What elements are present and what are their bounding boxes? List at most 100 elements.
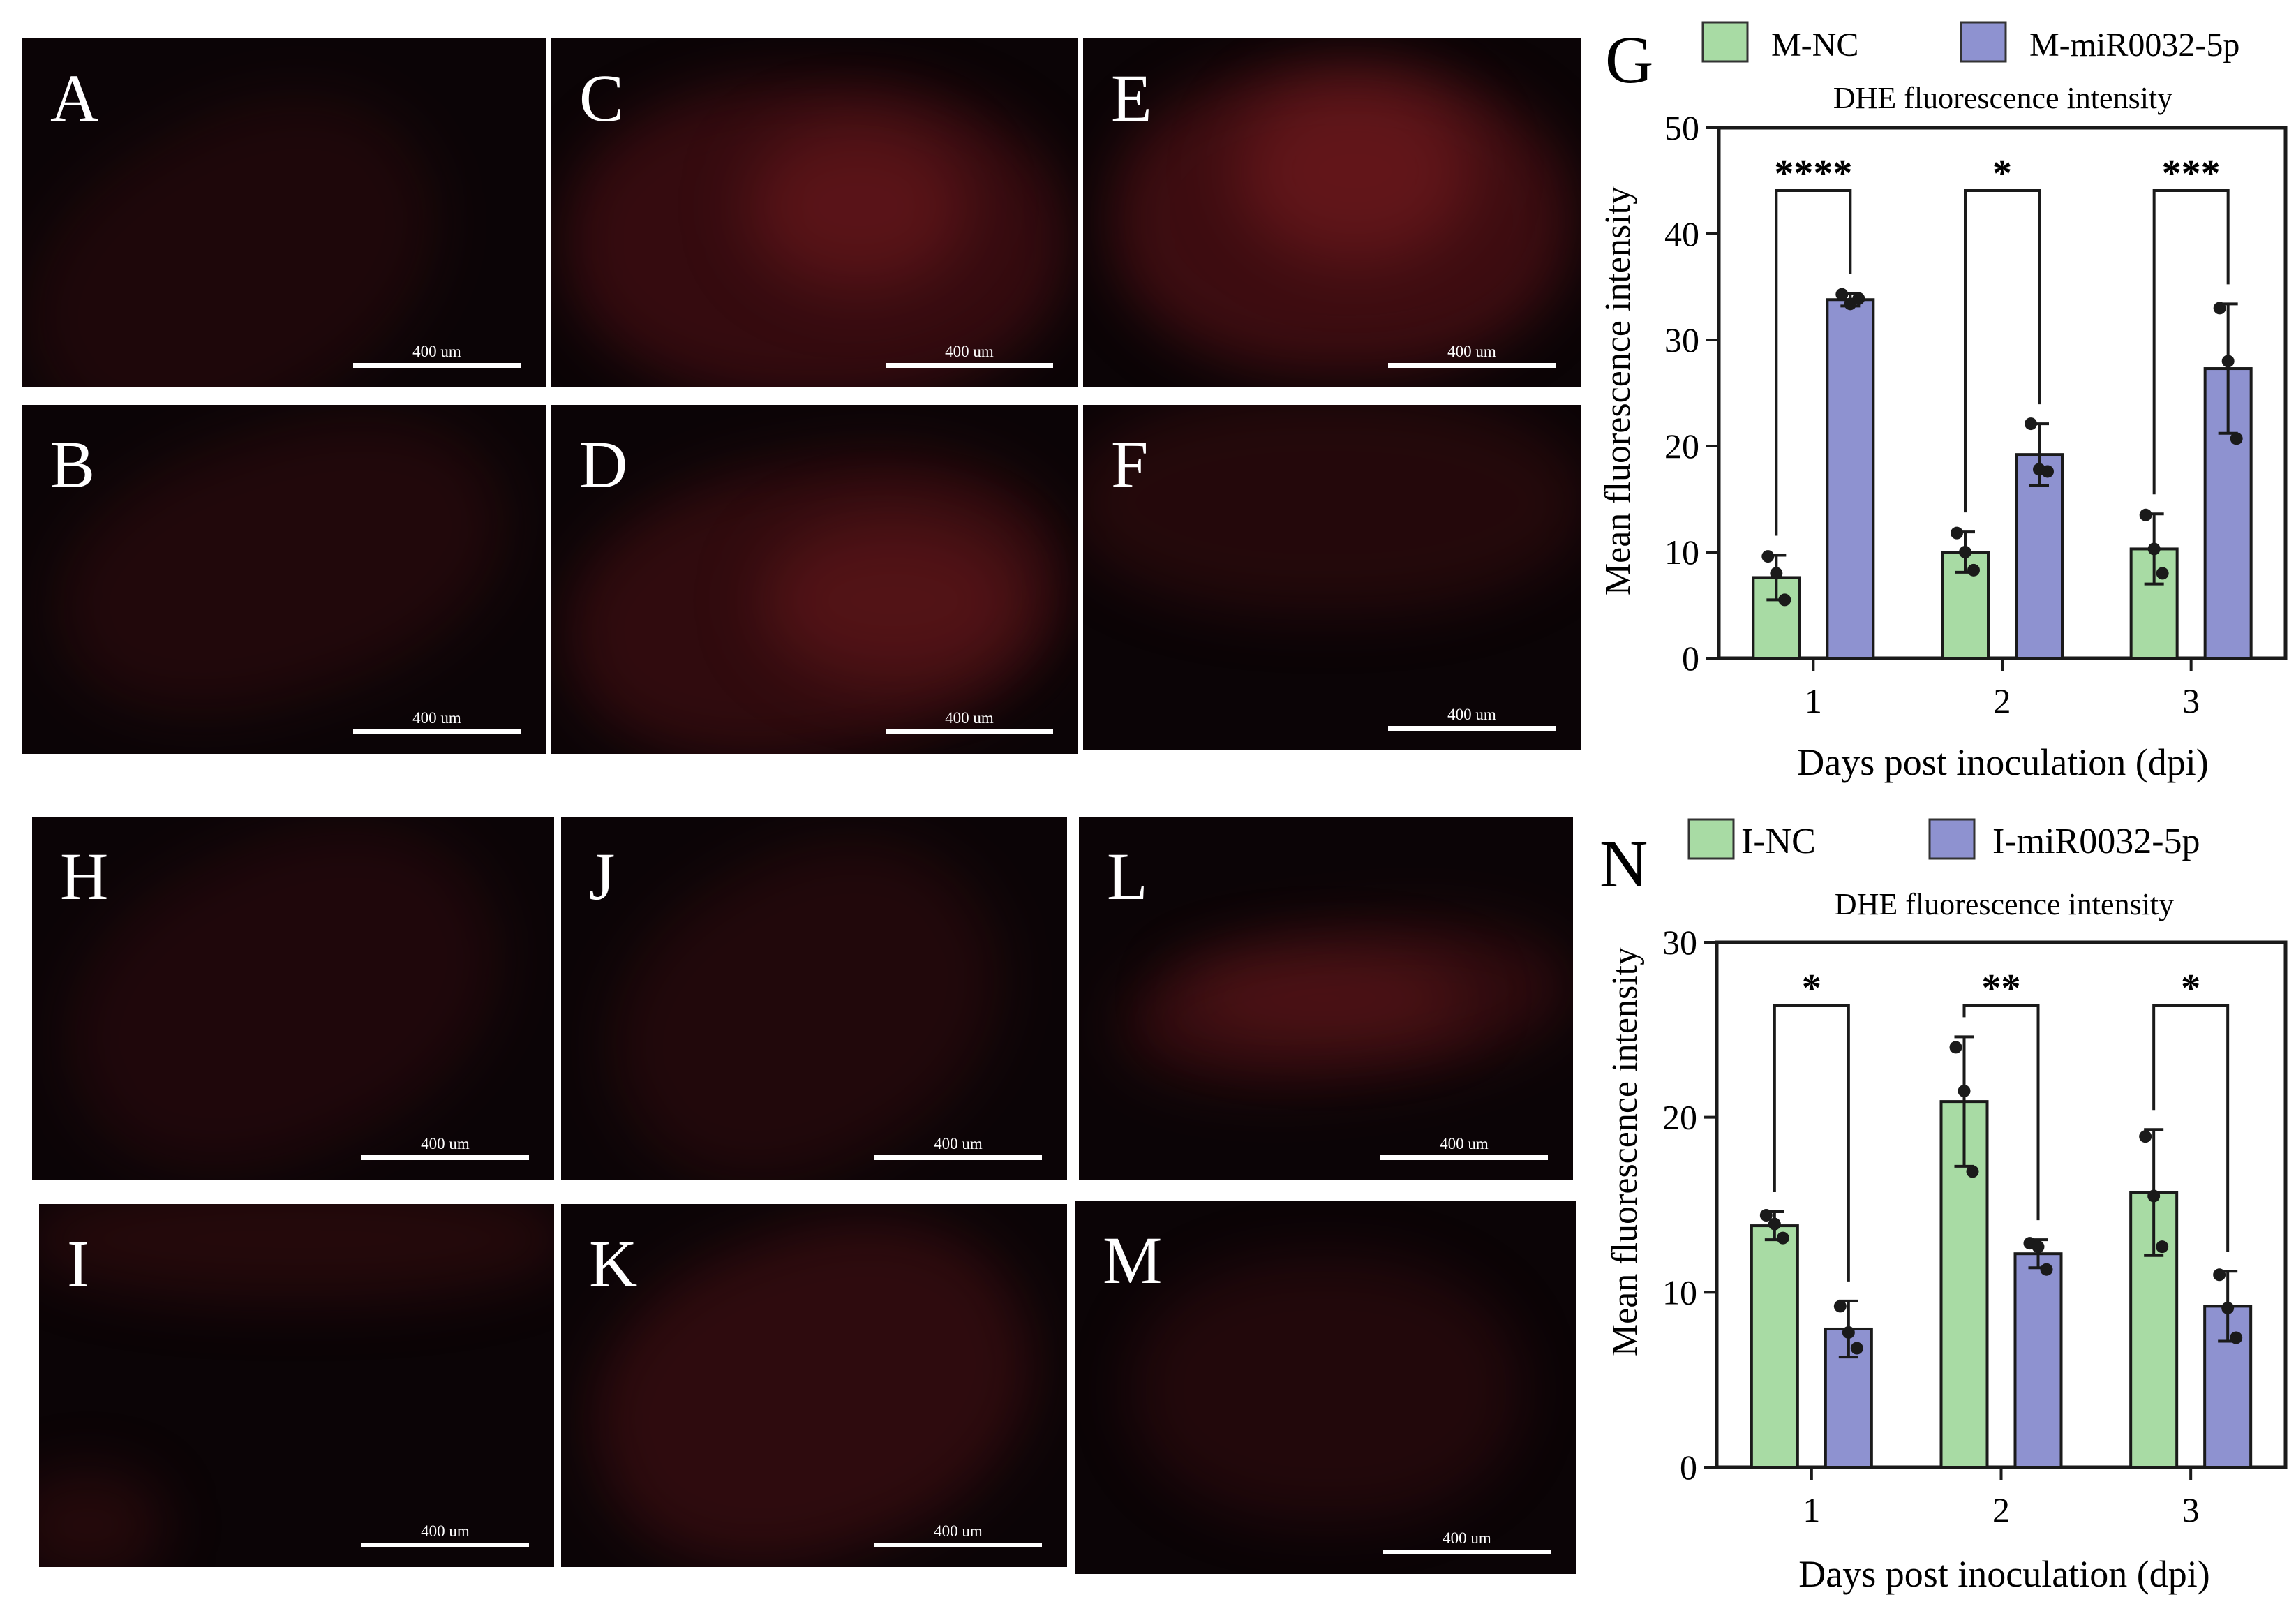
- micrograph-panel-d: D 400 um: [551, 405, 1078, 754]
- significance-stars: *: [2181, 967, 2200, 1010]
- data-point: [1949, 1041, 1962, 1054]
- micrograph-panel-m: M 400 um: [1075, 1201, 1576, 1574]
- scale-bar: [1380, 1155, 1548, 1160]
- bar: [2015, 453, 2064, 660]
- data-point: [2230, 1331, 2243, 1344]
- scale-bar-label: 400 um: [421, 1135, 470, 1152]
- data-point: [1833, 1300, 1847, 1313]
- data-point: [1850, 1342, 1863, 1355]
- bar: [1750, 1224, 1799, 1469]
- chart-panel-label: G: [1605, 22, 1653, 97]
- significance-bracket: [1775, 189, 1852, 536]
- scale-bar: [886, 729, 1053, 734]
- y-tick-label: 20: [1662, 1098, 1697, 1137]
- chart-n-plot: 0 10 20 30 1 * 2 ** 3 *: [1662, 923, 2288, 1529]
- tissue-core: [761, 517, 1026, 684]
- data-point: [1835, 288, 1849, 301]
- micrograph-panel-h: H 400 um: [32, 817, 554, 1180]
- data-point: [1967, 563, 1980, 577]
- tissue-region: [1083, 405, 1581, 614]
- tissue-region: [1114, 905, 1573, 1105]
- data-point: [2040, 1263, 2053, 1276]
- data-point: [2230, 432, 2243, 445]
- scale-bar-label: 400 um: [412, 709, 461, 727]
- y-axis-label: Mean fluorescence intensity: [1598, 186, 1638, 595]
- x-axis-label: Days post inoculation (dpi): [1797, 741, 2208, 783]
- y-tick-label: 0: [1680, 1448, 1697, 1487]
- chart-n-svg: N I-NC I-miR0032-5p DHE fluorescence int…: [1600, 818, 2288, 1595]
- legend-label-mir: I-miR0032-5p: [1992, 822, 2200, 861]
- scale-bar-label: 400 um: [945, 343, 994, 360]
- data-point: [1842, 1326, 1855, 1339]
- y-tick-label: 20: [1664, 426, 1699, 466]
- tissue-region: [565, 80, 1068, 387]
- data-point: [2221, 1301, 2235, 1314]
- y-tick-label: 0: [1682, 639, 1699, 678]
- data-point: [2147, 542, 2161, 556]
- tissue-region: [1111, 66, 1572, 373]
- micrograph-panel-e: E 400 um: [1083, 38, 1581, 387]
- tissue-region: [39, 1204, 554, 1302]
- panel-label: I: [67, 1226, 89, 1301]
- data-point: [1958, 1085, 1971, 1098]
- x-tick-label: 1: [1805, 681, 1822, 720]
- scale-bar: [1388, 726, 1556, 731]
- significance-bracket: [1964, 189, 2041, 513]
- significance-bracket: [1962, 1004, 2040, 1221]
- micrograph-panel-a: A 400 um: [22, 38, 546, 387]
- micrograph-panel-b: B 400 um: [22, 405, 546, 754]
- panel-label: L: [1107, 839, 1148, 914]
- scale-bar: [353, 729, 521, 734]
- data-point: [1770, 567, 1783, 580]
- tissue-core: [1177, 956, 1470, 1040]
- scale-bar: [1388, 363, 1556, 368]
- scale-bar: [361, 1155, 529, 1160]
- plot-frame: [1715, 940, 2288, 1469]
- significance-bracket: [1773, 1004, 1850, 1282]
- scale-bar-label: 400 um: [934, 1135, 983, 1152]
- panel-label: M: [1103, 1223, 1163, 1298]
- panel-label: C: [579, 61, 625, 135]
- legend-label-mir: M-miR0032-5p: [2029, 27, 2239, 64]
- bar: [2013, 1252, 2063, 1469]
- y-axis-label: Mean fluorescence intensity: [1605, 947, 1645, 1356]
- panel-label: F: [1111, 427, 1149, 502]
- chart-panel-label: N: [1600, 826, 1648, 901]
- scale-bar: [361, 1543, 529, 1547]
- data-point: [2139, 508, 2152, 521]
- significance-stars: *: [1802, 967, 1821, 1010]
- scale-bar-label: 400 um: [934, 1522, 983, 1540]
- legend-swatch-nc: [1687, 818, 1735, 860]
- significance-stars: ***: [2162, 152, 2221, 195]
- tissue-region: [561, 817, 1058, 1180]
- significance-bracket: [2152, 1004, 2230, 1252]
- panel-label: A: [50, 61, 99, 135]
- data-point: [2221, 355, 2235, 368]
- data-point: [2032, 1240, 2045, 1254]
- scale-bar-label: 400 um: [412, 343, 461, 360]
- chart-g-plot: 0 10 20 30 40 50 1 **** 2 * 3 ***: [1664, 108, 2288, 720]
- chart-g: G M-NC M-miR0032-5p DHE fluorescence int…: [1584, 0, 2296, 796]
- scale-bar-label: 400 um: [1447, 343, 1496, 360]
- scale-bar-label: 400 um: [421, 1522, 470, 1540]
- data-point: [1966, 1165, 1979, 1178]
- tissue-region: [1131, 1256, 1521, 1522]
- data-point: [1776, 1231, 1789, 1245]
- scale-bar: [874, 1155, 1042, 1160]
- tissue-region: [22, 405, 541, 754]
- bar: [1826, 298, 1875, 660]
- y-tick-label: 50: [1664, 108, 1699, 147]
- x-tick-label: 1: [1803, 1490, 1820, 1529]
- data-point: [1778, 593, 1791, 607]
- panel-label: D: [579, 427, 628, 502]
- significance-bracket: [2152, 189, 2230, 495]
- data-point: [2041, 465, 2054, 478]
- panel-label: J: [589, 839, 616, 914]
- bar: [1941, 551, 1990, 660]
- chart-title: DHE fluorescence intensity: [1833, 81, 2172, 115]
- significance-stars: *: [1992, 152, 2012, 195]
- legend-swatch-mir: [1960, 21, 2007, 63]
- y-tick-label: 40: [1664, 214, 1699, 253]
- micrograph-panel-i: I 400 um: [39, 1204, 554, 1567]
- scale-bar: [874, 1543, 1042, 1547]
